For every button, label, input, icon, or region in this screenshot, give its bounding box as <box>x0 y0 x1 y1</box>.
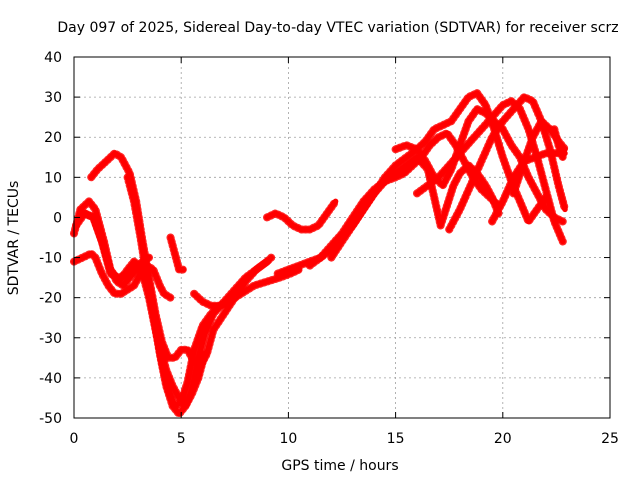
series-markers-arc-7 <box>166 233 188 274</box>
y-tick-label: -30 <box>39 331 62 347</box>
y-tick-label: -40 <box>39 371 62 387</box>
series-markers-arc-4 <box>72 209 304 410</box>
series-line-arc-3 <box>88 150 274 369</box>
y-tick-label: -10 <box>39 251 62 267</box>
x-tick-label: 15 <box>387 431 405 447</box>
series-markers-arc-13 <box>391 105 567 226</box>
plot-border <box>73 56 611 419</box>
x-axis-label: GPS time / hours <box>281 458 398 474</box>
x-tick-label: 20 <box>494 431 512 447</box>
series-markers-arc-9 <box>263 197 340 234</box>
series-markers-arc-11 <box>305 129 503 270</box>
series-markers-arc-16 <box>488 149 569 226</box>
plot-frame <box>73 56 611 419</box>
x-tick-label: 0 <box>70 431 79 447</box>
y-tick-label: -20 <box>39 291 62 307</box>
series-markers-arc-18 <box>550 125 567 162</box>
y-axis-label: SDTVAR / TECUs <box>6 181 22 296</box>
chart-title: Day 097 of 2025, Sidereal Day-to-day VTE… <box>57 20 618 36</box>
series-markers-arc-14 <box>413 97 567 246</box>
series-markers-arc-6 <box>123 173 209 410</box>
y-tick-label: -50 <box>39 411 62 427</box>
y-tick-label: 10 <box>44 170 62 186</box>
x-tick-label: 10 <box>279 431 297 447</box>
axis-ticks: 0 5 10 15 20 25 -50 -40 -30 -20 -10 0 10 20 30 40 <box>39 50 619 447</box>
y-tick-label: 40 <box>44 50 62 66</box>
series-markers-arc-3 <box>87 149 276 370</box>
y-tick-label: 20 <box>44 130 62 146</box>
x-tick-label: 5 <box>177 431 186 447</box>
series-markers-arc-8 <box>190 289 233 310</box>
series-markers-arc-2 <box>70 249 175 302</box>
x-tick-label: 25 <box>601 431 619 447</box>
data-series <box>70 89 569 418</box>
y-tick-label: 0 <box>53 210 62 226</box>
series-markers-arc-15 <box>445 93 569 234</box>
y-tick-label: 30 <box>44 90 62 106</box>
